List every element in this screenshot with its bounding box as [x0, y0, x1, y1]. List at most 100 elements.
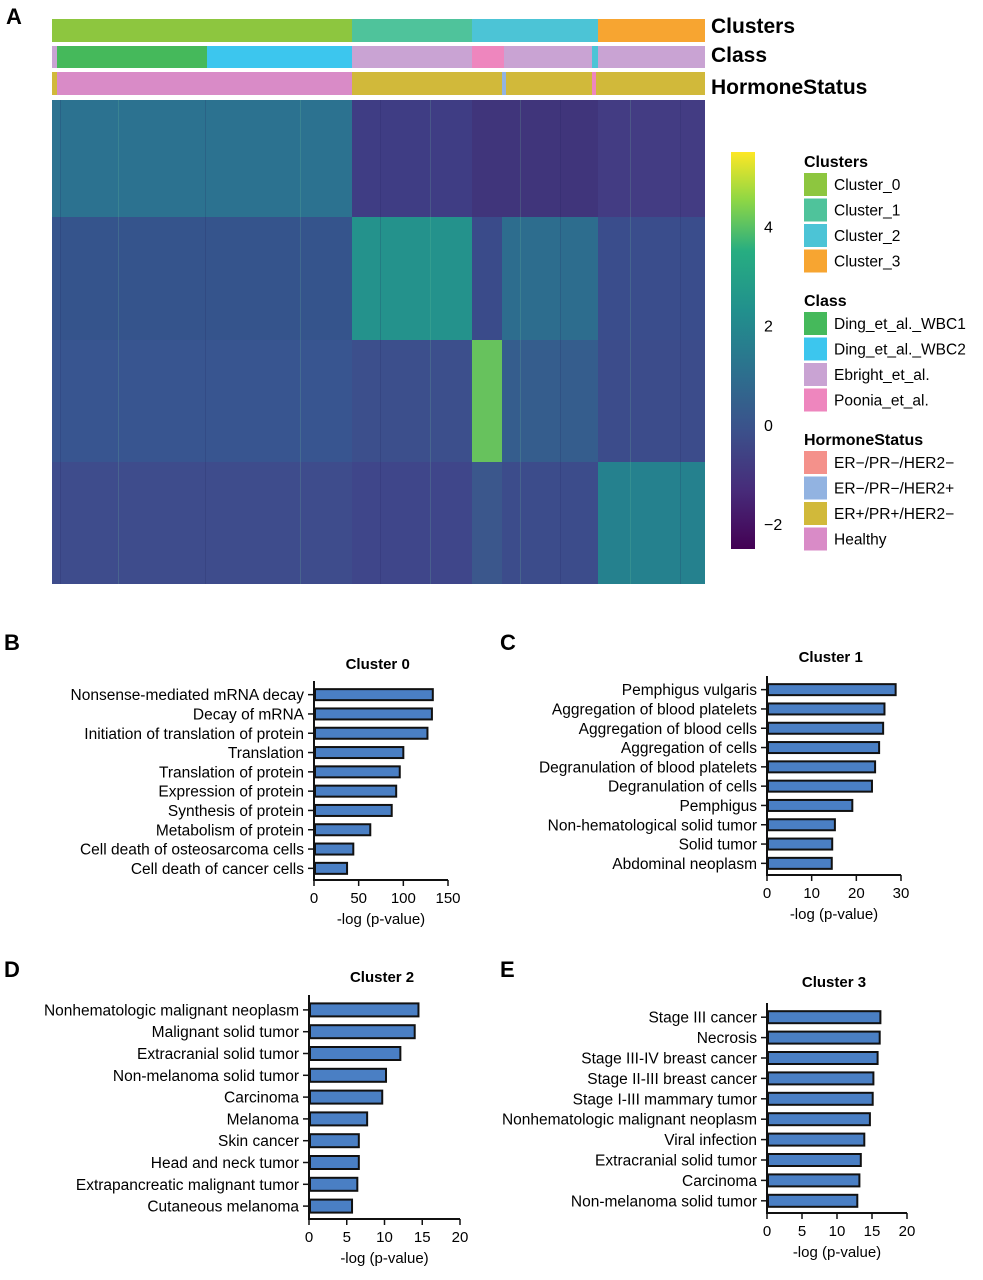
x-tick-label: 150: [435, 890, 460, 907]
annotation-row-clusters: [52, 19, 705, 42]
chart-title: Cluster 2: [350, 969, 414, 986]
legend-title-clusters: Clusters: [804, 154, 868, 171]
legend-swatch-ding-et-al-wbc2: [804, 337, 827, 361]
bar-stage-iii-iv-breast-cancer: [767, 1051, 879, 1065]
category-label-expression-of-protein: Expression of protein: [158, 784, 304, 801]
category-label-solid-tumor: Solid tumor: [679, 837, 757, 854]
bar-malignant-solid-tumor: [309, 1024, 416, 1040]
category-label-translation: Translation: [228, 745, 304, 762]
colorbar-ticks: 4 2 0 −2: [764, 219, 782, 534]
category-label-skin-cancer: Skin cancer: [218, 1133, 299, 1150]
bar-viral-infection: [767, 1132, 866, 1147]
bar-nonhematologic-malignant-neoplasm: [767, 1112, 871, 1127]
bar-necrosis: [767, 1030, 881, 1045]
annotation-label-hormonestatus: HormoneStatus: [711, 76, 867, 99]
category-label-aggregation-of-blood-cells: Aggregation of blood cells: [579, 721, 758, 738]
category-label-synthesis-of-protein: Synthesis of protein: [168, 803, 304, 820]
category-label-decay-of-mrna: Decay of mRNA: [193, 706, 305, 723]
category-label-initiation-of-translation-of-protein: Initiation of translation of protein: [84, 726, 304, 743]
category-label-nonhematologic-malignant-neoplasm: Nonhematologic malignant neoplasm: [44, 1002, 299, 1019]
legend-swatch-cluster-3: [804, 249, 827, 273]
x-tick-label: 10: [829, 1223, 846, 1240]
bar-nonsense-mediated-mrna-decay: [314, 688, 434, 702]
category-label-extrapancreatic-malignant-tumor: Extrapancreatic malignant tumor: [76, 1177, 299, 1194]
annotation-row-hormonestatus: [52, 72, 705, 95]
colorbar-tick-label: 0: [764, 418, 773, 435]
category-label-cell-death-of-osteosarcoma-cells: Cell death of osteosarcoma cells: [80, 842, 304, 859]
bar-degranulation-of-cells: [767, 779, 873, 793]
legend-label-cluster-2: Cluster_2: [834, 228, 900, 245]
category-label-cell-death-of-cancer-cells: Cell death of cancer cells: [131, 861, 304, 878]
legend-label-ding-et-al-wbc1: Ding_et_al._WBC1: [834, 316, 966, 333]
bar-pemphigus-vulgaris: [767, 683, 897, 697]
category-label-pemphigus-vulgaris: Pemphigus vulgaris: [622, 682, 758, 699]
x-tick-label: 15: [414, 1229, 431, 1246]
category-label-stage-i-iii-mammary-tumor: Stage I-III mammary tumor: [573, 1091, 757, 1108]
category-label-malignant-solid-tumor: Malignant solid tumor: [152, 1024, 299, 1041]
category-label-melanoma: Melanoma: [227, 1111, 300, 1128]
bar-chart-cluster-2: Cluster 2 0 5 10 15 20 -log (p-value) Nonhemato…: [44, 969, 468, 1267]
x-tick-label: 0: [310, 890, 318, 907]
legend-label-ebright-et-al: Ebright_et_al.: [834, 367, 930, 384]
panel-label-c: C: [500, 630, 516, 655]
bar-chart-cluster-0: Cluster 0 0 50 100 150 -log (p-value) Nonsense…: [71, 656, 461, 928]
bar-decay-of-mrna: [314, 707, 433, 721]
legend-title-class: Class: [804, 293, 847, 310]
bar-non-melanoma-solid-tumor: [767, 1193, 859, 1208]
bar-nonhematologic-malignant-neoplasm: [309, 1002, 420, 1018]
legend-swatch-cluster-0: [804, 173, 827, 196]
annotation-label-clusters: Clusters: [711, 15, 795, 38]
category-label-stage-iii-iv-breast-cancer: Stage III-IV breast cancer: [581, 1051, 757, 1068]
legend-swatch-er-pr-her2: [804, 476, 827, 500]
bar-translation: [314, 746, 405, 760]
x-tick-label: 20: [848, 885, 865, 902]
heatmap-body: [52, 100, 705, 584]
bar-melanoma: [309, 1111, 369, 1127]
x-axis-label: -log (p-value): [790, 906, 878, 923]
category-label-stage-ii-iii-breast-cancer: Stage II-III breast cancer: [587, 1071, 757, 1088]
category-label-head-and-neck-tumor: Head and neck tumor: [151, 1155, 299, 1172]
x-axis-label: -log (p-value): [793, 1244, 881, 1261]
bar-abdominal-neoplasm: [767, 856, 833, 870]
bar-degranulation-of-blood-platelets: [767, 760, 877, 774]
category-label-metabolism-of-protein: Metabolism of protein: [156, 822, 304, 839]
category-label-extracranial-solid-tumor: Extracranial solid tumor: [595, 1153, 757, 1170]
category-label-non-melanoma-solid-tumor: Non-melanoma solid tumor: [571, 1193, 757, 1210]
bar-skin-cancer: [309, 1133, 360, 1149]
bar-aggregation-of-blood-cells: [767, 721, 885, 735]
legend-label-er-pr-her2: ER+/PR+/HER2−: [834, 506, 954, 523]
bar-non-melanoma-solid-tumor: [309, 1067, 388, 1083]
category-label-non-melanoma-solid-tumor: Non-melanoma solid tumor: [113, 1068, 299, 1085]
legend-swatch-ebright-et-al: [804, 363, 827, 386]
category-label-degranulation-of-cells: Degranulation of cells: [608, 779, 757, 796]
bar-cell-death-of-osteosarcoma-cells: [314, 842, 355, 856]
colorbar-tick-label: −2: [764, 517, 782, 534]
legend-swatch-er-pr-her2: [804, 451, 827, 474]
bar-cutaneous-melanoma: [309, 1198, 354, 1214]
x-tick-label: 10: [803, 885, 820, 902]
panel-label-e: E: [500, 957, 515, 982]
annotation-label-class: Class: [711, 44, 767, 67]
panel-label-d: D: [4, 957, 20, 982]
x-tick-label: 5: [798, 1223, 806, 1240]
category-label-nonhematologic-malignant-neoplasm: Nonhematologic malignant neoplasm: [502, 1112, 757, 1129]
colorbar-tick-label: 2: [764, 319, 773, 336]
category-label-abdominal-neoplasm: Abdominal neoplasm: [612, 856, 757, 873]
panel-label-b: B: [4, 630, 20, 655]
bar-carcinoma: [309, 1089, 384, 1105]
x-tick-label: 0: [305, 1229, 313, 1246]
category-label-cutaneous-melanoma: Cutaneous melanoma: [147, 1199, 299, 1216]
x-tick-label: 15: [864, 1223, 881, 1240]
legend-swatch-cluster-1: [804, 198, 827, 222]
heatmap-legend: Clusters Cluster_0 Cluster_1 Cluster_2 Clust…: [804, 154, 966, 551]
legend-title-hormonestatus: HormoneStatus: [804, 432, 923, 449]
x-tick-label: 20: [452, 1229, 469, 1246]
bar-expression-of-protein: [314, 784, 398, 798]
category-label-necrosis: Necrosis: [697, 1030, 758, 1047]
legend-swatch-ding-et-al-wbc1: [804, 312, 827, 335]
chart-title: Cluster 3: [802, 974, 866, 991]
category-label-degranulation-of-blood-platelets: Degranulation of blood platelets: [539, 759, 757, 776]
chart-title: Cluster 1: [799, 649, 863, 666]
legend-label-cluster-1: Cluster_1: [834, 203, 900, 220]
